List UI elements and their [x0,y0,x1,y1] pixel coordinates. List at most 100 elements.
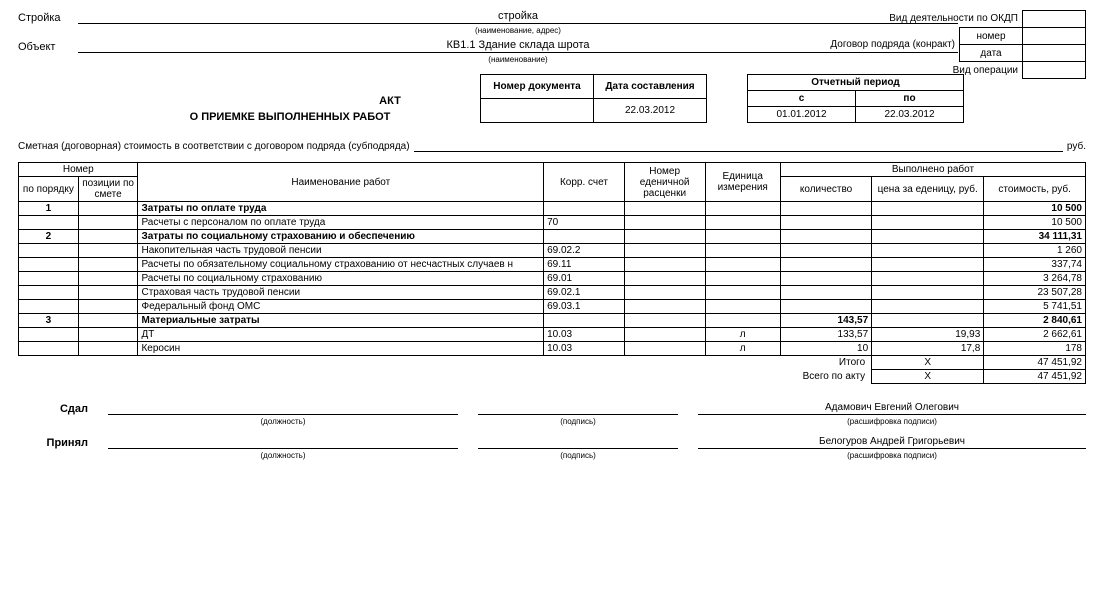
object-label: Объект [18,41,78,53]
sdal-signature-sub: (подпись) [478,417,678,426]
summary-price: Х [872,356,984,370]
table-cell: 69.03.1 [544,300,625,314]
table-cell [780,216,871,230]
table-cell [705,258,780,272]
table-cell [78,258,138,272]
table-cell [544,314,625,328]
table-row: Расчеты с персоналом по оплате труда7010… [19,216,1086,230]
table-cell: Федеральный фонд ОМС [138,300,544,314]
table-cell [872,286,984,300]
date-value [1023,45,1086,62]
doc-date: 22.03.2012 [594,99,707,123]
th-price: цена за еденицу, руб. [872,177,984,202]
th-korr: Корр. счет [544,163,625,202]
table-row: 2Затраты по социальному страхованию и об… [19,230,1086,244]
table-cell [78,272,138,286]
table-cell: 70 [544,216,625,230]
stroika-label: Стройка [18,12,78,24]
period-to-header: по [856,91,964,107]
table-cell [544,230,625,244]
period-from: 01.01.2012 [748,107,856,123]
table-cell: 10 500 [984,216,1086,230]
table-cell [624,230,705,244]
sdal-name: Адамович Евгений Олегович [698,402,1086,415]
table-row: 3Материальные затраты143,572 840,61 [19,314,1086,328]
table-cell: 1 [19,202,79,216]
table-cell [624,286,705,300]
table-cell: Расчеты по социальному страхованию [138,272,544,286]
th-po-poryadku: по порядку [19,177,79,202]
table-cell: Материальные затраты [138,314,544,328]
table-cell: Расчеты по обязательному социальному стр… [138,258,544,272]
table-cell: 337,74 [984,258,1086,272]
table-cell: 3 [19,314,79,328]
table-cell: Затраты по оплате труда [138,202,544,216]
th-nomer: Номер [19,163,138,177]
table-cell [78,342,138,356]
table-cell [872,244,984,258]
table-cell [705,300,780,314]
table-cell [19,328,79,342]
table-cell [78,202,138,216]
table-cell [705,230,780,244]
table-cell [19,258,79,272]
period-to: 22.03.2012 [856,107,964,123]
doc-date-header: Дата составления [594,75,707,99]
table-row: Федеральный фонд ОМС69.03.15 741,51 [19,300,1086,314]
table-cell [78,300,138,314]
table-cell [780,202,871,216]
table-cell [872,258,984,272]
table-cell: 2 840,61 [984,314,1086,328]
th-name: Наименование работ [138,163,544,202]
stroika-value: стройка [78,10,958,24]
table-cell [78,216,138,230]
header-section: Стройка стройка (наименование, адрес) Об… [18,10,1086,64]
table-cell [19,216,79,230]
prinyal-decode-sub: (расшифровка подписи) [698,451,1086,460]
table-cell [872,202,984,216]
table-cell [624,272,705,286]
table-cell: Накопительная часть трудовой пенсии [138,244,544,258]
table-cell [544,202,625,216]
doc-no [481,99,594,123]
summary-label: Всего по акту [19,370,872,384]
object-sub: (наименование) [78,55,958,64]
period-from-header: с [748,91,856,107]
table-cell: 10 [780,342,871,356]
table-cell: 69.02.2 [544,244,625,258]
contract-line: Сметная (договорная) стоимость в соответ… [18,141,1086,152]
table-cell [78,314,138,328]
table-cell [705,314,780,328]
summary-cost: 47 451,92 [984,356,1086,370]
table-cell [19,244,79,258]
table-cell [624,258,705,272]
date-label: дата [960,45,1023,62]
rub-label: руб. [1067,141,1086,152]
table-cell [19,300,79,314]
table-cell [780,286,871,300]
table-cell: 34 111,31 [984,230,1086,244]
number-label: номер [960,28,1023,45]
th-po-smete: позиции по смете [78,177,138,202]
table-cell [872,230,984,244]
table-cell: Керосин [138,342,544,356]
table-cell: 2 662,61 [984,328,1086,342]
operation-label: Вид операции [829,62,1022,79]
contract-text-label: Сметная (договорная) стоимость в соответ… [18,141,410,152]
table-cell [78,230,138,244]
table-cell [624,314,705,328]
table-cell [780,300,871,314]
summary-label: Итого [19,356,872,370]
doc-title-sub: О ПРИЕМКЕ ВЫПОЛНЕННЫХ РАБОТ [140,111,440,123]
prinyal-label: Принял [18,437,88,449]
th-qty: количество [780,177,871,202]
table-cell [872,216,984,230]
table-cell [872,314,984,328]
table-cell [78,286,138,300]
table-cell [78,244,138,258]
table-cell [705,286,780,300]
th-rascenka: Номер еденичной расценки [624,163,705,202]
prinyal-position [108,447,458,449]
table-row: Накопительная часть трудовой пенсии69.02… [19,244,1086,258]
table-cell [780,258,871,272]
